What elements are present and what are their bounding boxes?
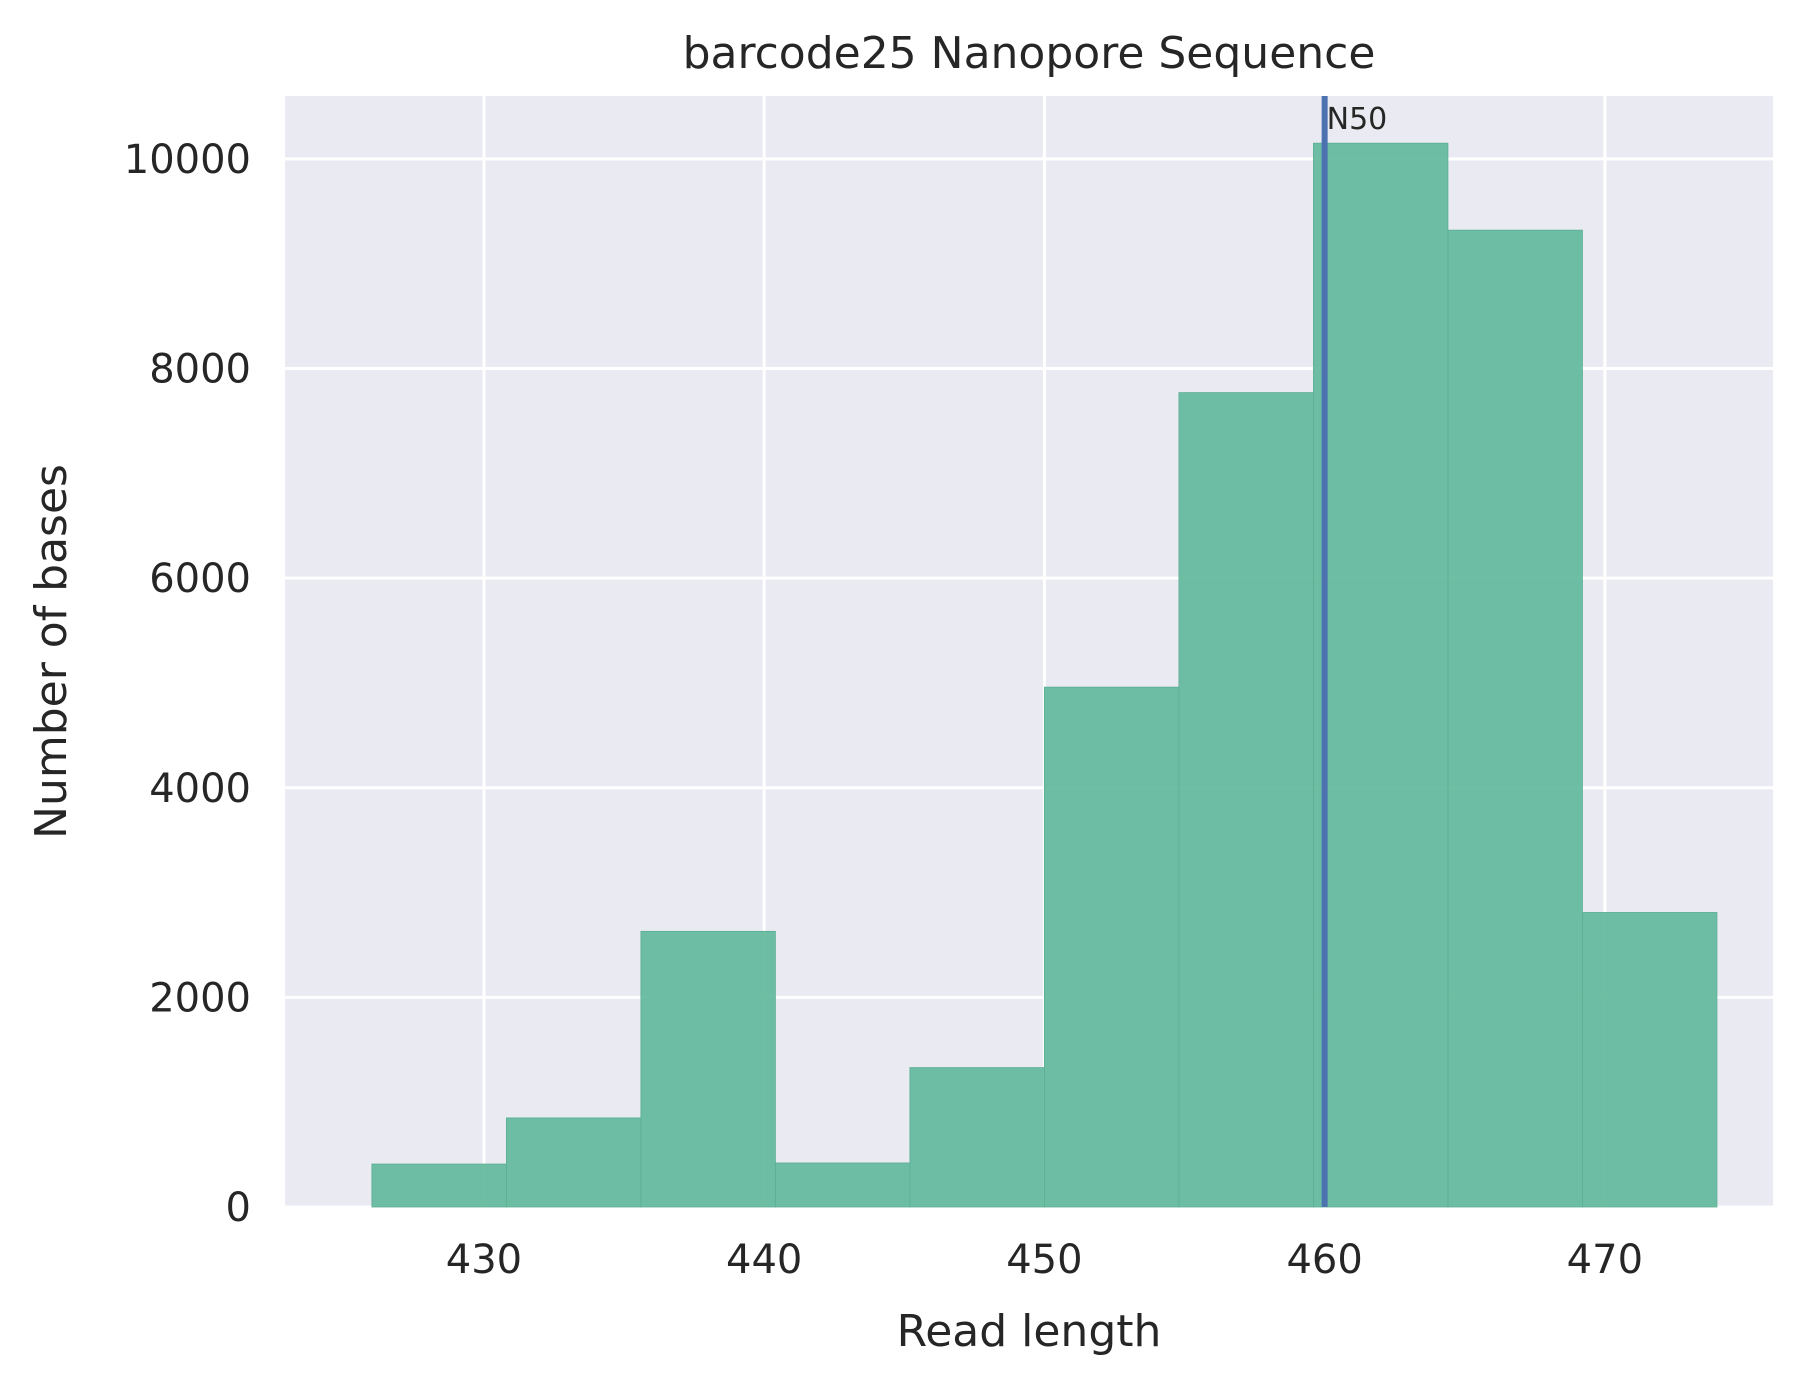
- x-tick-label: 450: [1006, 1237, 1082, 1283]
- x-axis-label: Read length: [897, 1306, 1162, 1357]
- histogram-bar-4: [774, 1162, 911, 1208]
- y-tick-label: 0: [226, 1185, 251, 1231]
- x-tick-label: 440: [726, 1237, 802, 1283]
- annotations: N50: [1321, 96, 1388, 1207]
- tick-labels: 430 440 450 460 470 0 2000 4000 6000 8000 10000: [124, 137, 1643, 1283]
- y-tick-label: 2000: [149, 975, 251, 1021]
- x-tick-label: 430: [446, 1237, 522, 1283]
- y-tick-label: 10000: [124, 137, 251, 183]
- histogram-bar-10: [1582, 912, 1718, 1208]
- y-tick-label: 8000: [149, 347, 251, 393]
- y-axis-label: Number of bases: [26, 464, 77, 839]
- histogram-bar-5: [909, 1067, 1045, 1208]
- y-tick-label: 4000: [149, 766, 251, 812]
- n50-label: N50: [1327, 102, 1388, 137]
- histogram-bar-3: [640, 930, 776, 1208]
- x-tick-label: 470: [1567, 1237, 1643, 1283]
- histogram-bar-8: [1313, 142, 1449, 1208]
- histogram-bar-2: [505, 1117, 642, 1208]
- histogram-bar-7: [1178, 392, 1314, 1208]
- histogram-bar-1: [371, 1163, 507, 1208]
- x-tick-label: 460: [1286, 1237, 1362, 1283]
- histogram-bar-9: [1447, 229, 1583, 1208]
- histogram-bar-6: [1044, 686, 1180, 1208]
- chart-title: barcode25 Nanopore Sequence: [683, 28, 1376, 79]
- y-tick-label: 6000: [149, 556, 251, 602]
- histogram-bars: [371, 142, 1718, 1208]
